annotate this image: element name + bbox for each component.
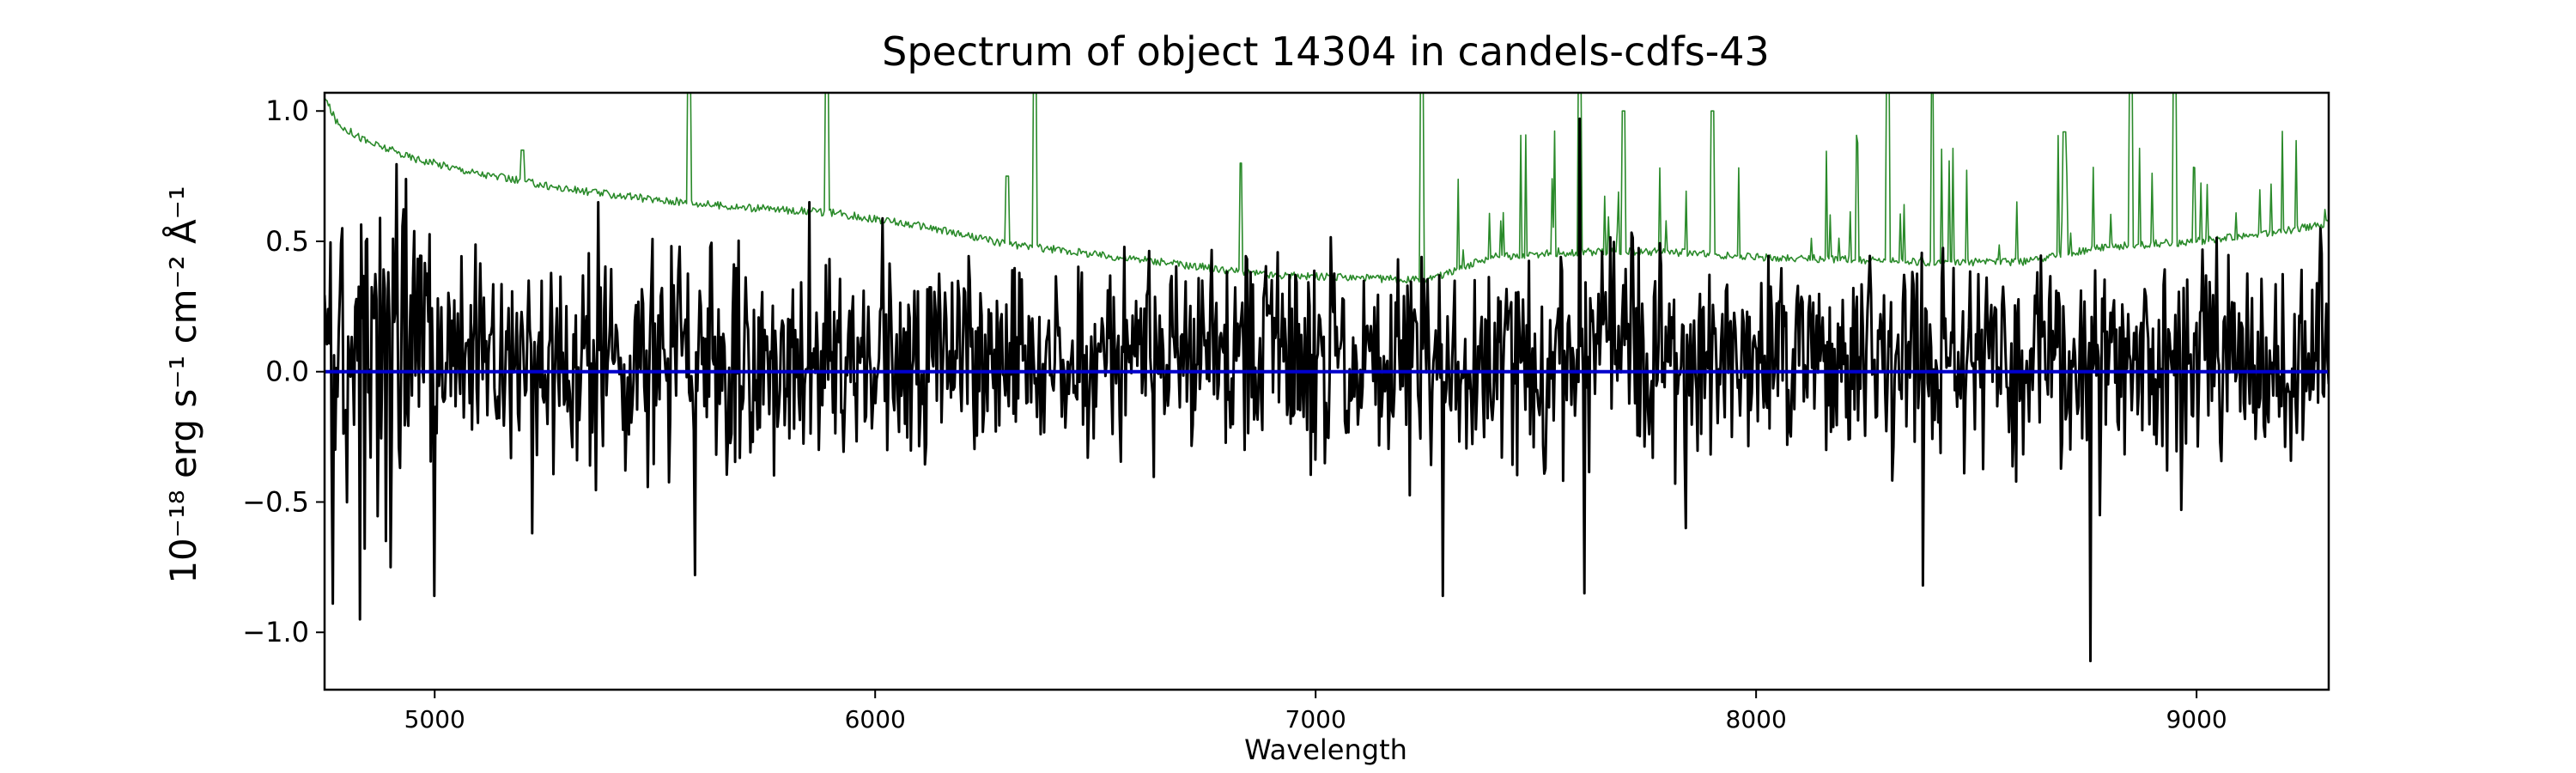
axis-ticks: 5000 6000 7000 8000 9000 −1.0 −0.5 0.0 0.5 1.0 [242, 94, 2227, 733]
y-tick-label: −1.0 [242, 616, 309, 648]
y-tick-label: −0.5 [242, 485, 309, 518]
flux-spectrum-line [325, 117, 2329, 663]
x-tick-label: 5000 [404, 705, 465, 733]
x-tick-label: 8000 [1726, 705, 1787, 733]
noise-spectrum-line [325, 93, 2329, 285]
y-tick-label: 1.0 [265, 94, 309, 127]
x-axis-label: Wavelength [1244, 733, 1407, 766]
chart-title: Spectrum of object 14304 in candels-cdfs… [882, 28, 1770, 75]
plot-area [325, 93, 2329, 663]
y-tick-label: 0.5 [265, 225, 309, 258]
plot-frame [323, 91, 2330, 691]
x-tick-label: 9000 [2166, 705, 2227, 733]
y-tick-label: 0.0 [265, 356, 309, 388]
x-tick-label: 7000 [1285, 705, 1346, 733]
y-axis-label: 10⁻¹⁸ erg s⁻¹ cm⁻² Å⁻¹ [161, 186, 204, 583]
x-tick-label: 6000 [845, 705, 906, 733]
